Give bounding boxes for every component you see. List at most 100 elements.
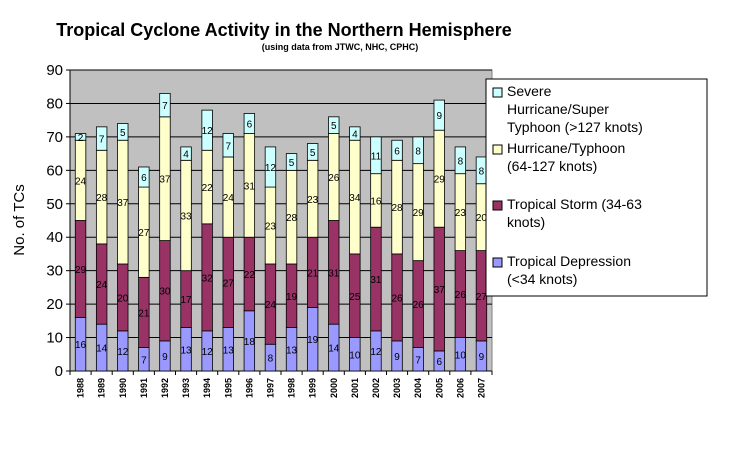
y-tick-label: 40 xyxy=(46,229,63,246)
x-axis-ticks: 1988 1989 1990 1991 1992 1993 1994 1995 1996 1997… xyxy=(69,371,493,398)
x-tick-label: 1990 xyxy=(118,378,128,398)
data-label: 7 xyxy=(162,101,168,112)
data-label: 5 xyxy=(310,148,316,159)
data-label: 26 xyxy=(413,300,425,311)
bar-segment xyxy=(95,126,108,151)
legend-label: (<34 knots) xyxy=(507,271,577,287)
data-label: 13 xyxy=(180,345,192,356)
legend-box xyxy=(485,78,708,297)
data-label: 27 xyxy=(138,228,150,239)
data-label: 6 xyxy=(394,146,400,157)
bar-segment xyxy=(370,136,382,175)
data-label: 14 xyxy=(96,344,108,355)
y-tick-label: 80 xyxy=(46,95,63,112)
bar-segment xyxy=(243,113,256,134)
data-label: 9 xyxy=(394,352,400,363)
data-label: 7 xyxy=(99,135,105,146)
legend-label: Severe xyxy=(507,83,552,99)
data-label: 37 xyxy=(159,175,171,186)
data-label: 8 xyxy=(479,166,485,177)
data-label: 12 xyxy=(117,347,129,358)
data-label: 26 xyxy=(455,290,467,301)
data-label: 10 xyxy=(455,350,467,361)
bar-segment xyxy=(222,133,234,158)
data-label: 9 xyxy=(479,352,485,363)
x-tick-label: 1992 xyxy=(160,378,170,398)
data-label: 16 xyxy=(75,340,87,351)
data-label: 23 xyxy=(307,195,319,206)
data-label: 27 xyxy=(476,292,488,303)
data-label: 4 xyxy=(183,150,189,161)
data-label: 25 xyxy=(349,292,361,303)
data-labels: 1629242142428712203757212769303771317334… xyxy=(75,101,487,368)
bar-segment xyxy=(117,123,129,141)
data-label: 6 xyxy=(247,120,253,131)
data-label: 22 xyxy=(202,183,214,194)
data-label: 2 xyxy=(78,133,84,144)
legend-label: (64-127 knots) xyxy=(507,158,597,174)
data-label: 12 xyxy=(265,163,277,174)
y-tick-label: 10 xyxy=(46,330,63,347)
data-label: 6 xyxy=(436,357,442,368)
data-label: 29 xyxy=(75,265,87,276)
legend-label: Tropical Depression xyxy=(507,253,631,269)
data-label: 6 xyxy=(141,173,147,184)
data-label: 17 xyxy=(180,295,192,306)
legend-label: Hurricane/Super xyxy=(507,101,609,117)
y-axis-label: No. of TCs xyxy=(11,184,28,255)
legend-label: Tropical Storm (34-63 xyxy=(507,196,642,212)
legend-label: Typhoon (>127 knots) xyxy=(507,119,643,135)
data-label: 24 xyxy=(223,193,235,204)
data-label: 32 xyxy=(202,273,214,284)
data-label: 34 xyxy=(349,193,361,204)
bar-segment xyxy=(306,143,319,161)
data-label: 9 xyxy=(436,111,442,122)
legend-label: Hurricane/Typhoon xyxy=(507,140,625,156)
y-tick-label: 20 xyxy=(46,296,63,313)
bar-segment xyxy=(328,116,340,134)
data-label: 26 xyxy=(391,293,403,304)
y-tick-label: 60 xyxy=(46,162,63,179)
bar-segment xyxy=(412,136,424,165)
bar-segment xyxy=(180,146,192,161)
data-label: 16 xyxy=(370,196,382,207)
data-label: 18 xyxy=(244,337,256,348)
data-label: 12 xyxy=(202,126,214,137)
x-tick-label: 1997 xyxy=(265,378,275,398)
legend-swatch xyxy=(492,257,503,268)
legend-swatch xyxy=(492,87,503,98)
x-tick-label: 1998 xyxy=(287,378,297,398)
y-axis-ticks: 0 10 20 30 40 50 60 70 80 90 xyxy=(46,62,492,380)
chart-title: Tropical Cyclone Activity in the Norther… xyxy=(56,20,511,40)
x-tick-label: 2001 xyxy=(350,378,360,398)
data-label: 28 xyxy=(96,193,108,204)
y-tick-label: 0 xyxy=(55,363,63,380)
data-label: 14 xyxy=(328,344,340,355)
y-tick-label: 30 xyxy=(46,263,63,280)
data-label: 5 xyxy=(289,158,295,169)
x-tick-label: 1988 xyxy=(76,378,86,398)
x-tick-label: 2000 xyxy=(329,378,339,398)
x-tick-label: 1989 xyxy=(97,378,107,398)
data-label: 33 xyxy=(180,211,192,222)
data-label: 29 xyxy=(434,175,446,186)
data-label: 29 xyxy=(413,208,425,219)
x-tick-label: 2004 xyxy=(413,378,423,398)
data-label: 27 xyxy=(223,278,235,289)
bar-segment xyxy=(74,133,87,141)
data-label: 37 xyxy=(434,285,446,296)
x-tick-label: 2002 xyxy=(371,378,381,398)
bar-segment xyxy=(349,126,361,141)
data-label: 12 xyxy=(202,347,214,358)
data-label: 9 xyxy=(162,352,168,363)
data-label: 8 xyxy=(268,354,274,365)
data-label: 22 xyxy=(244,270,256,281)
bar-segment xyxy=(264,146,277,188)
legend-label: knots) xyxy=(507,214,545,230)
data-label: 19 xyxy=(307,335,319,346)
x-tick-label: 1994 xyxy=(202,378,212,398)
data-label: 7 xyxy=(141,355,147,366)
legend: Severe Hurricane/Super Typhoon (>127 knots… xyxy=(485,78,708,297)
data-label: 8 xyxy=(458,156,464,167)
